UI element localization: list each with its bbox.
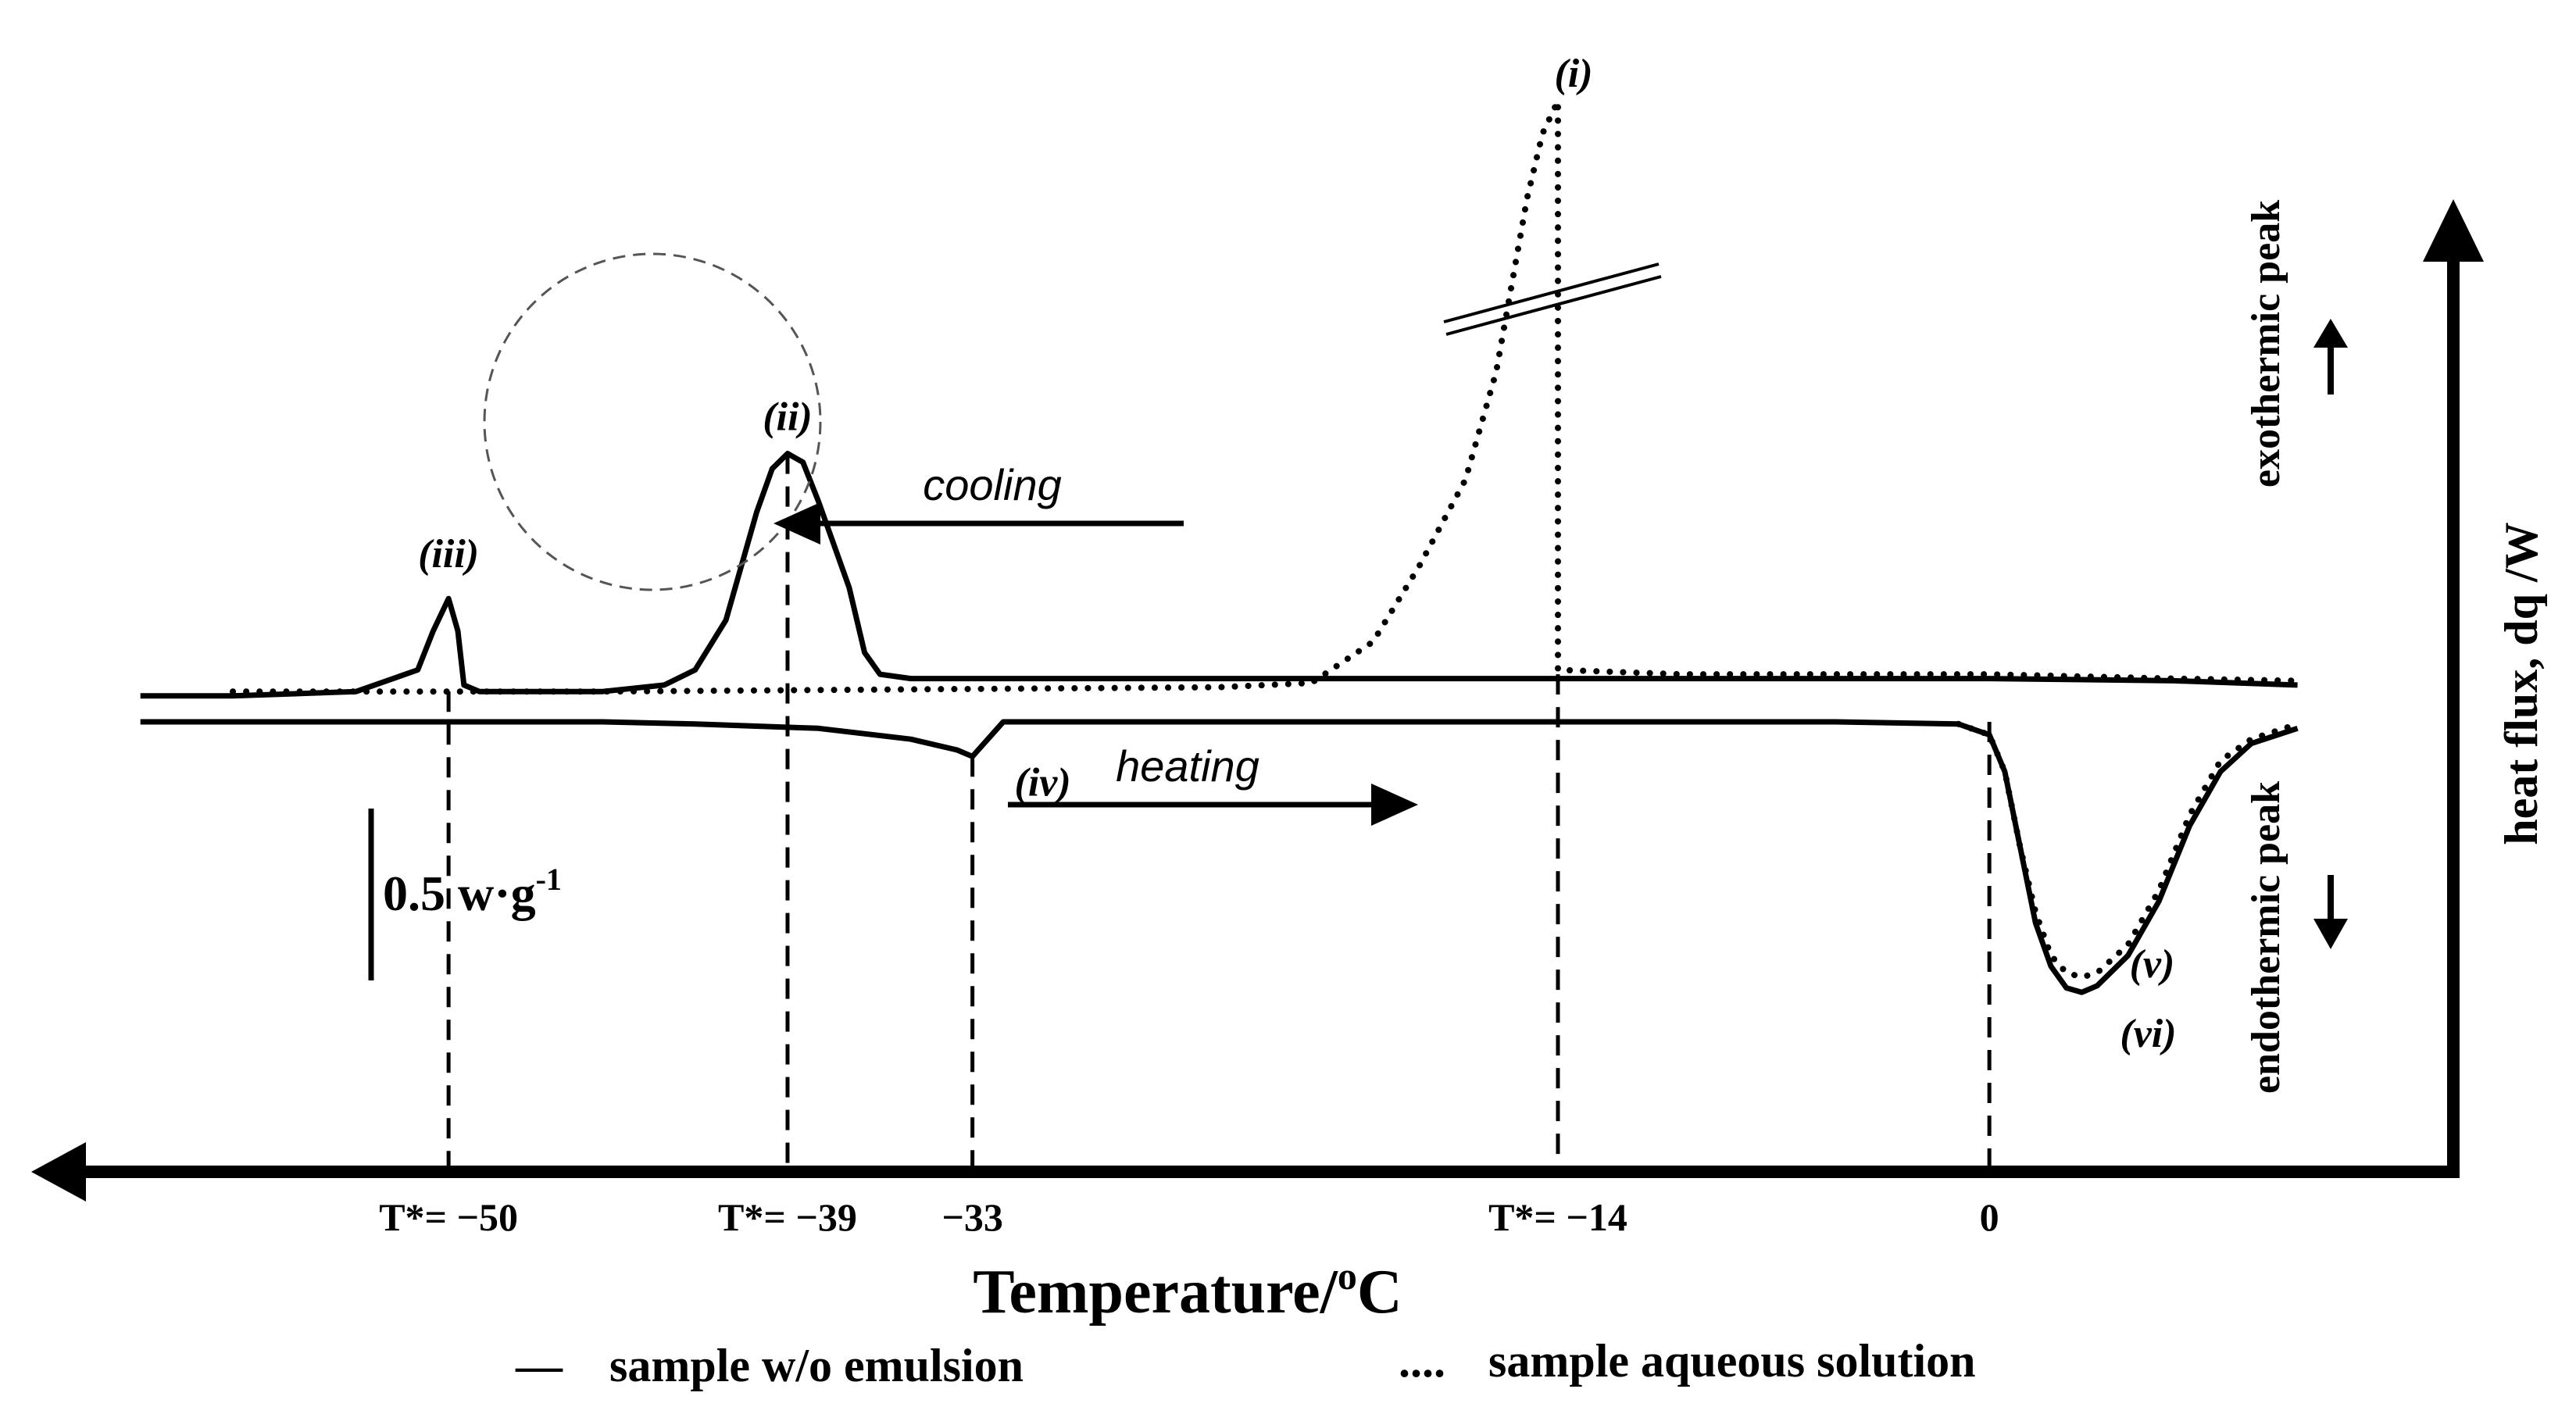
exothermic-label: exothermic peak <box>2244 200 2288 487</box>
scale-bar-label: 0.5 w·g-1 <box>383 862 562 921</box>
x-tick-label-2: −33 <box>941 1195 1003 1239</box>
peak-label-4: (v) <box>2130 942 2175 987</box>
peak-label-5: (vi) <box>2120 1012 2176 1056</box>
guide-lines <box>446 453 1992 1166</box>
peak-label-0: (i) <box>1554 52 1592 96</box>
x-axis-arrow-icon <box>31 1142 86 1202</box>
cooling-arrow-icon <box>774 502 820 545</box>
scale-bar-unit-sup: -1 <box>536 862 562 897</box>
legend: — sample w/o emulsion .... sample aqueou… <box>515 1335 1976 1391</box>
endothermic-arrow-icon <box>2313 919 2348 949</box>
tick-labels: T*= −50 T*= −39 −33 T*= −14 0 <box>379 1195 1999 1239</box>
legend-label-dotted: sample aqueous solution <box>1488 1335 1976 1387</box>
peak-label-1: (ii) <box>763 395 813 440</box>
legend-symbol-solid: — <box>515 1340 563 1391</box>
x-axis-label-text: Temperature/ <box>973 1258 1338 1327</box>
axes <box>31 199 2484 1202</box>
legend-symbol-dotted: .... <box>1399 1335 1445 1387</box>
peak-label-2: (iii) <box>418 532 479 577</box>
series-layer <box>140 98 2301 995</box>
x-axis-label-sup: o <box>1338 1254 1357 1298</box>
heating-arrow-icon <box>1371 784 1418 826</box>
heating-label: heating <box>1116 741 1259 791</box>
y-axis-label: heat flux, dq /W <box>2496 522 2547 844</box>
y-axis-arrow-icon <box>2423 199 2484 262</box>
endothermic-label: endothermic peak <box>2244 781 2288 1094</box>
scale-bar-value: 0.5 w·g <box>383 866 536 921</box>
x-axis-label-unit: C <box>1357 1258 1402 1327</box>
legend-label-solid: sample w/o emulsion <box>609 1340 1024 1391</box>
x-tick-label-3: T*= −14 <box>1488 1195 1627 1239</box>
series-solid-0 <box>140 451 2298 699</box>
highlight-circle <box>483 252 822 591</box>
x-axis-label: Temperature/oC <box>973 1254 1402 1327</box>
axis-break-marks <box>1443 262 1662 336</box>
cooling-label: cooling <box>923 460 1061 509</box>
break-mark-2 <box>1445 275 1662 336</box>
break-mark-1 <box>1443 262 1660 323</box>
exothermic-arrow-icon <box>2313 319 2348 348</box>
series-dotted-2 <box>230 98 2301 695</box>
series-dotted-3 <box>1955 720 2301 980</box>
peak-labels: (i) (ii) (iii) (iv) (v) (vi) <box>418 52 2176 1056</box>
x-tick-label-0: T*= −50 <box>379 1195 518 1239</box>
x-tick-label-4: 0 <box>1980 1195 1999 1239</box>
x-tick-label-1: T*= −39 <box>718 1195 857 1239</box>
peak-label-3: (iv) <box>1015 760 1071 805</box>
